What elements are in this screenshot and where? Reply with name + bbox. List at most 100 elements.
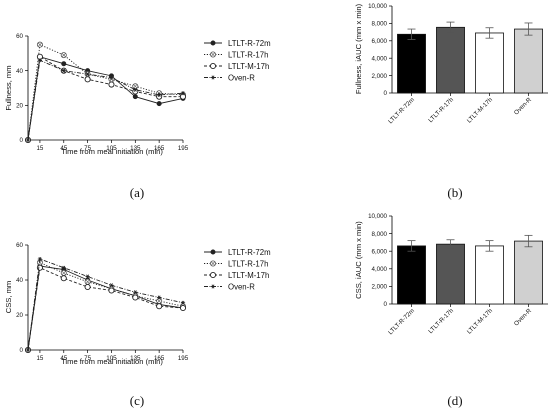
data-point [61, 68, 66, 73]
panel-c: 0 20 40 60 15 45 75 105 135 165 195 Time from meal … [4, 242, 271, 408]
y-tick-label: 20 [16, 312, 23, 319]
data-point [37, 256, 43, 262]
y-tick-label: 0 [384, 90, 388, 97]
bar-LTLT-R-17h [436, 26, 465, 94]
y-tick-label: 6,000 [372, 248, 388, 255]
x-tick-label: 165 [154, 355, 165, 362]
legend-label: Oven-R [228, 73, 255, 82]
legend-marker [209, 51, 216, 58]
data-point [84, 283, 91, 291]
data-point [84, 278, 91, 285]
bar-LTLT-M-17h [475, 32, 504, 94]
panel-label: (d) [447, 393, 462, 408]
legend-label: Oven-R [228, 282, 255, 291]
x-tick-label: Oven-R [513, 307, 533, 327]
error-bar [446, 239, 455, 249]
data-point [37, 58, 43, 63]
series-line [27, 56, 184, 141]
data-point [156, 303, 163, 310]
data-point [132, 94, 138, 100]
data-point [36, 53, 43, 60]
bar-Oven-R [514, 28, 543, 94]
x-tick-label: 135 [130, 145, 141, 152]
legend-marker [210, 284, 216, 289]
series-line [27, 261, 184, 351]
legend-label: LTLT-R-17h [228, 50, 268, 59]
series-line [27, 267, 184, 351]
panel-a: 0 20 40 60 15 45 75 105 135 165 195 Time from meal … [4, 33, 271, 200]
y-tick-label: 2,000 [372, 284, 388, 291]
x-tick-label: LTLT-M-17h [466, 307, 495, 336]
data-point [180, 300, 186, 305]
data-point [132, 294, 139, 301]
y-axis-title: Fullness, mm [4, 65, 13, 110]
data-point [85, 274, 90, 279]
series-Oven-R [25, 256, 186, 353]
x-tick-label: 45 [60, 145, 67, 152]
x-tick-label: LTLT-R-72m [387, 96, 416, 125]
data-point [157, 295, 162, 300]
panel-label: (a) [130, 185, 144, 200]
legend-label: LTLT-R-72m [228, 248, 271, 257]
error-bar [446, 21, 455, 33]
x-tick-label: LTLT-R-17h [427, 307, 455, 335]
y-tick-label: 40 [16, 277, 23, 284]
y-axis-title: CSS, mm [4, 281, 13, 314]
legend-marker [210, 75, 216, 80]
x-tick-label: LTLT-R-72m [387, 307, 416, 336]
error-bar [485, 240, 494, 252]
data-point [156, 101, 162, 107]
data-point [85, 72, 90, 77]
data-point [60, 52, 67, 59]
y-tick-label: 0 [20, 347, 24, 354]
legend: LTLT-R-72m LTLT-R-17h LTLT-M-17h Oven-R [204, 39, 271, 82]
x-tick-label: 15 [36, 355, 43, 362]
error-bar [524, 22, 533, 36]
series-LTLT-M-17h [24, 53, 187, 144]
data-point [133, 290, 138, 295]
error-bar [407, 28, 416, 40]
data-point [108, 287, 115, 294]
error-bar [524, 234, 533, 248]
y-tick-label: 10,000 [368, 213, 387, 220]
y-tick-label: 4,000 [372, 266, 388, 273]
y-tick-label: 40 [16, 68, 23, 75]
panel-b: 0 2,000 4,000 6,000 8,000 10,000 Fullness, iAU… [354, 3, 548, 200]
bar-LTLT-R-72m [397, 245, 426, 305]
y-tick-label: 20 [16, 103, 23, 110]
series-line [27, 258, 184, 351]
x-axis-title: Time from meal initiation (min) [61, 147, 163, 156]
legend-marker [209, 271, 217, 279]
legend-marker [210, 249, 216, 255]
legend-label: LTLT-R-17h [228, 259, 268, 268]
bar-LTLT-R-17h [436, 243, 465, 305]
panel-label: (c) [130, 393, 144, 408]
legend: LTLT-R-72m LTLT-R-17h LTLT-M-17h Oven-R [204, 248, 271, 291]
x-tick-label: Oven-R [513, 96, 533, 116]
y-tick-label: 8,000 [372, 21, 388, 28]
legend-label: LTLT-M-17h [228, 62, 269, 71]
x-tick-label: 15 [36, 145, 43, 152]
data-point [179, 93, 187, 100]
x-tick-label: 75 [84, 145, 91, 152]
data-point [132, 83, 139, 90]
error-bar [407, 240, 416, 252]
y-tick-label: 8,000 [372, 231, 388, 238]
legend-marker [209, 260, 216, 267]
y-tick-label: 60 [16, 33, 23, 40]
x-tick-label: 75 [84, 355, 91, 362]
data-point [61, 61, 67, 67]
x-tick-label: LTLT-R-17h [427, 96, 455, 124]
data-point [25, 137, 31, 143]
y-tick-label: 2,000 [372, 73, 388, 80]
data-point [156, 297, 163, 304]
x-tick-label: 45 [60, 355, 67, 362]
y-tick-label: 10,000 [368, 3, 387, 10]
bar-Oven-R [514, 240, 543, 305]
series-line [27, 59, 184, 141]
x-tick-label: LTLT-M-17h [466, 96, 495, 125]
data-point [109, 75, 114, 80]
data-point [157, 92, 162, 97]
y-axis-title: Fullness, iAUC (mm x min) [354, 3, 363, 94]
